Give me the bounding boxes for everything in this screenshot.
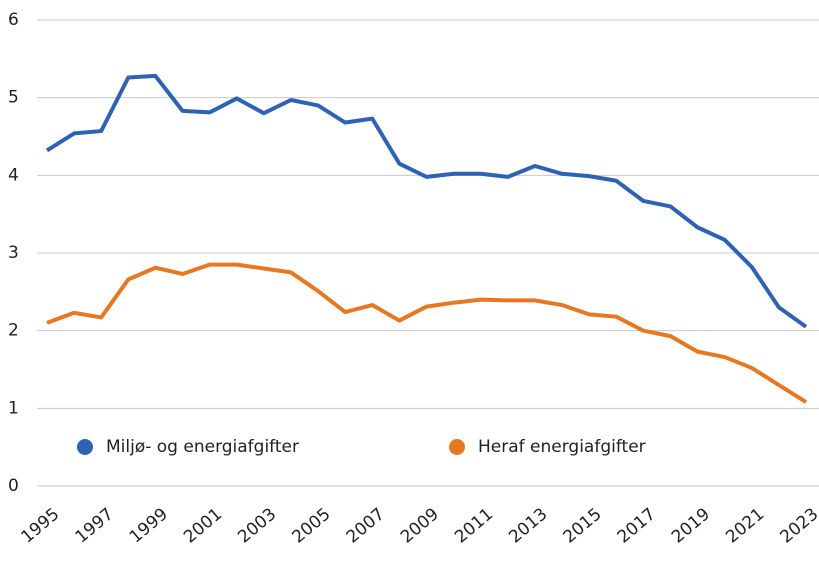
x-tick-label: 1999 [126,504,172,547]
x-tick-label: 1995 [17,504,63,547]
y-tick-label: 6 [8,10,19,30]
line-series [45,73,808,329]
y-tick-label: 0 [8,476,19,496]
legend-label: Miljø- og energiafgifter [106,437,299,457]
legend-marker [77,439,93,455]
x-tick-label: 2019 [668,504,714,547]
y-tick-label: 3 [8,243,19,263]
x-tick-label: 2017 [614,504,660,547]
x-tick-label: 2021 [722,504,768,547]
x-tick-label: 2005 [289,504,335,547]
legend-label: Heraf energiafgifter [478,437,646,457]
x-tick-label: 2003 [234,504,280,547]
x-tick-label: 2009 [397,504,443,547]
x-tick-label: 1997 [72,504,118,547]
y-tick-label: 4 [8,165,19,185]
legend-marker [449,439,465,455]
x-tick-label: 2007 [343,504,389,547]
x-tick-label: 2015 [560,504,606,547]
x-tick-label: 2023 [776,504,819,547]
y-tick-label: 2 [8,321,19,341]
x-tick-label: 2001 [180,504,226,547]
y-tick-label: 5 [8,88,19,108]
line-series [46,262,808,404]
x-tick-label: 2011 [451,504,497,547]
y-tick-label: 1 [8,398,19,418]
x-tick-label: 2013 [505,504,551,547]
